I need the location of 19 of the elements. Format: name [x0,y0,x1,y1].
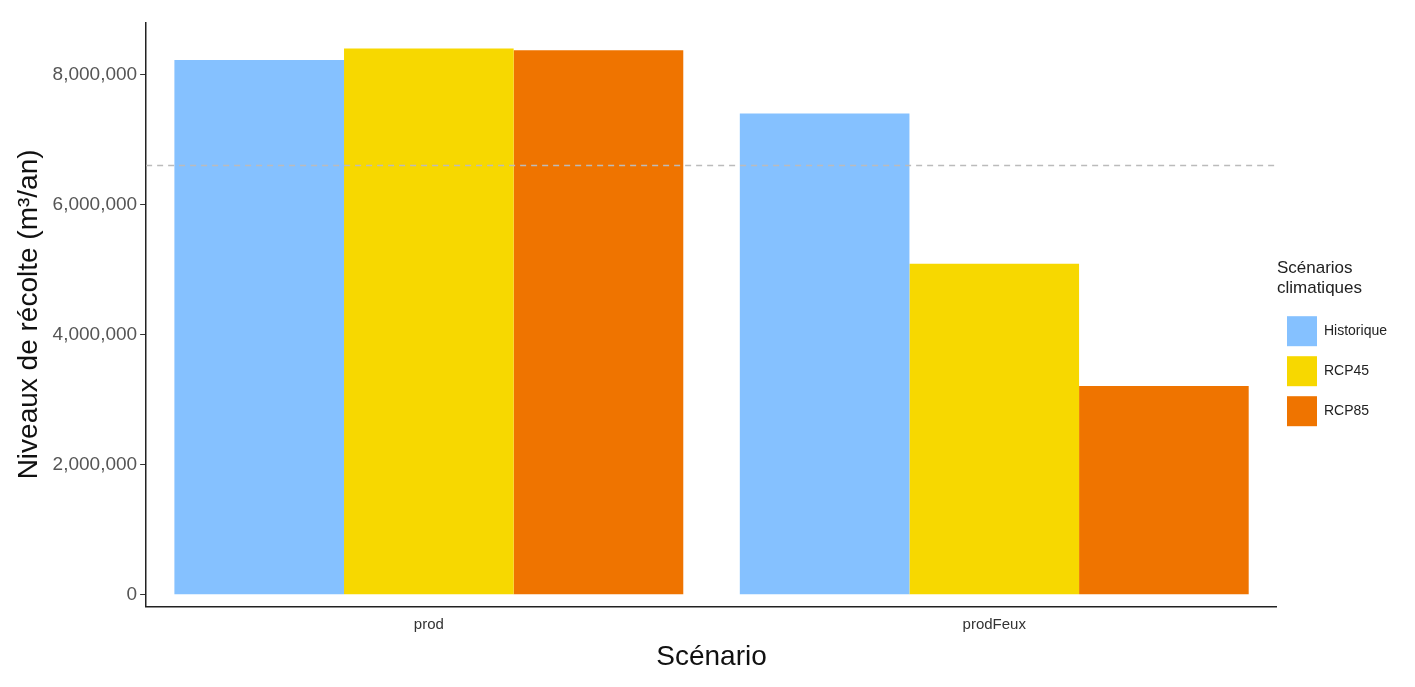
legend-label: RCP45 [1323,362,1370,379]
legend-title: Scénarios climatiques [1276,257,1363,298]
bar [739,113,910,595]
legend-label: Historique [1323,322,1388,339]
x-tick-label: prodFeux [962,614,1027,632]
bar [513,50,684,595]
x-axis-title: Scénario [656,639,767,671]
bar [1079,385,1249,595]
y-tick-label: 8,000,000 [52,62,138,84]
y-tick-label: 6,000,000 [52,192,138,214]
bar [909,263,1080,595]
y-tick-label: 4,000,000 [52,322,138,344]
y-axis-title: Niveaux de récolte (m³/an) [11,149,43,480]
bar [174,60,345,595]
y-tick-label: 0 [126,582,138,604]
legend-label: RCP85 [1323,402,1370,419]
x-tick-label: prod [413,614,444,632]
y-tick-label: 2,000,000 [52,452,138,474]
bar [344,48,514,595]
